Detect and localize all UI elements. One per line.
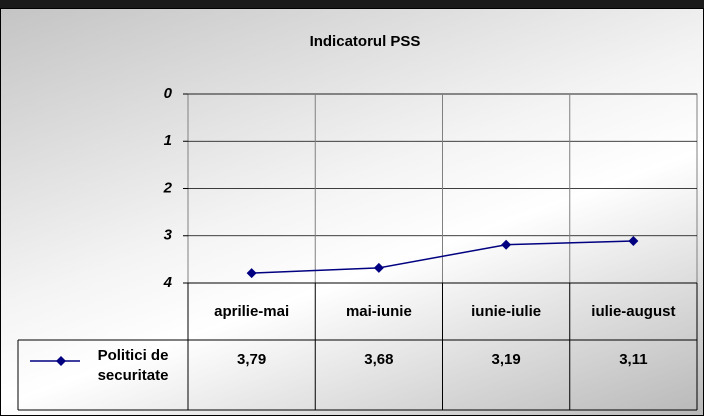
point bbox=[246, 268, 257, 279]
chart-area bbox=[0, 8, 704, 416]
y-tick-label: 3 bbox=[164, 227, 173, 244]
legend-label: Politici de securitate bbox=[97, 347, 169, 384]
legend-marker bbox=[56, 356, 66, 366]
series-line bbox=[251, 240, 634, 274]
x-tick-label: iunie-iulie bbox=[471, 303, 541, 320]
point bbox=[628, 235, 639, 246]
y-tick-label: 1 bbox=[164, 132, 172, 149]
value-label: 3,68 bbox=[364, 351, 393, 368]
value-label: 3,79 bbox=[237, 351, 266, 368]
x-tick-label: aprilie-mai bbox=[214, 303, 289, 320]
x-tick-label: iulie-august bbox=[591, 303, 675, 320]
value-label: 3,19 bbox=[492, 351, 521, 368]
chart-title: Indicatorul PSS bbox=[310, 33, 421, 50]
point bbox=[373, 262, 384, 273]
x-tick-label: mai-iunie bbox=[346, 303, 412, 320]
point bbox=[501, 239, 512, 250]
y-tick-label: 2 bbox=[163, 179, 173, 196]
value-label: 3,11 bbox=[619, 351, 647, 368]
y-tick-label: 4 bbox=[163, 274, 173, 291]
y-tick-label: 0 bbox=[164, 85, 173, 102]
